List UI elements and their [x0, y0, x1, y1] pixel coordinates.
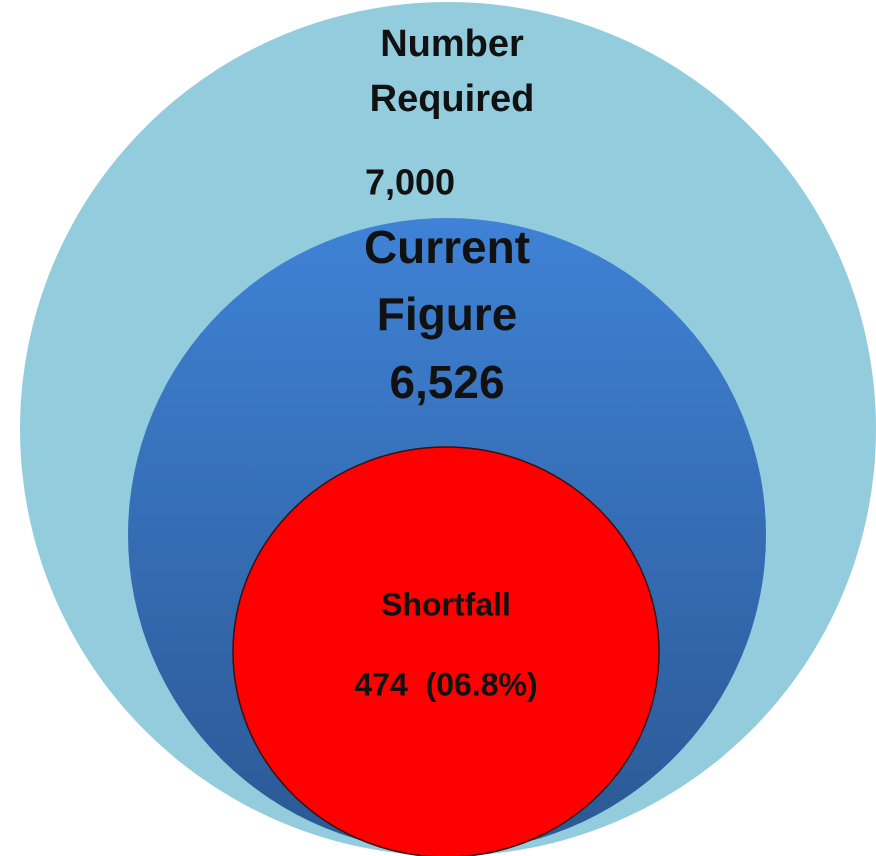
value: 474 (06.8%)	[354, 666, 537, 702]
label-line: Required	[370, 78, 535, 120]
value: 7,000	[365, 162, 455, 203]
value: 6,526	[389, 356, 504, 408]
inner-circle	[232, 446, 660, 856]
label-line: Current	[364, 221, 530, 273]
label-line: Figure	[377, 288, 518, 340]
label-line: Shortfall	[381, 586, 511, 622]
label-line: Number	[380, 23, 524, 65]
